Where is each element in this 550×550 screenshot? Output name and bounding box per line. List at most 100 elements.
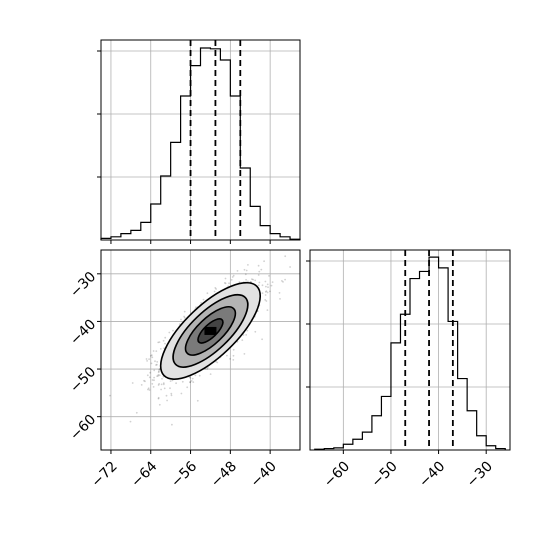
scatter-point [157, 373, 160, 376]
scatter-point [231, 276, 234, 278]
scatter-point [109, 394, 111, 397]
scatter-point [135, 411, 138, 414]
scatter-point [209, 373, 212, 375]
scatter-point [157, 384, 160, 386]
scatter-point [245, 334, 248, 336]
scatter-point [159, 348, 162, 350]
contour-level-1 [172, 293, 249, 368]
scatter-point [238, 281, 241, 283]
joint-x-tick-labels: −72 −64 −56 −48 −40 [89, 458, 280, 490]
joint-x-tick-label-1: −64 [128, 458, 160, 490]
scatter-point [147, 387, 150, 390]
scatter-point [206, 292, 209, 295]
scatter-point [245, 278, 248, 281]
scatter-point [258, 281, 261, 284]
scatter-point [246, 329, 249, 332]
scatter-point [188, 376, 191, 379]
density-peak-cell [204, 326, 217, 335]
scatter-point [162, 382, 165, 384]
x-marginal-ticks [97, 50, 271, 244]
scatter-point [169, 380, 172, 382]
scatter-point [143, 379, 145, 382]
contour-level-0 [159, 281, 262, 380]
scatter-point [148, 376, 151, 379]
scatter-point [279, 298, 281, 300]
scatter-point [156, 361, 159, 363]
scatter-point [244, 273, 247, 276]
scatter-point [191, 377, 194, 380]
scatter-point [284, 278, 286, 281]
scatter-point [183, 316, 186, 319]
x-tick-label-0: −60 [321, 458, 353, 490]
scatter-point [158, 341, 161, 343]
scatter-point [264, 299, 267, 301]
scatter-point [236, 270, 239, 272]
scatter-point [157, 397, 160, 400]
joint-y-tick-labels: −60 −50 −40 −30 [67, 269, 99, 444]
scatter-point [271, 281, 274, 283]
scatter-point [183, 315, 186, 318]
scatter-point [169, 387, 171, 390]
x-marginal-histogram [100, 47, 301, 240]
joint-y-tick-label-1: −50 [67, 364, 99, 396]
scatter-point [243, 268, 246, 271]
scatter-point [241, 339, 244, 341]
scatter-point [289, 266, 291, 268]
scatter-point [214, 287, 217, 289]
scatter-point [181, 380, 184, 383]
scatter-point [149, 355, 152, 357]
scatter-point [265, 300, 268, 302]
y-marginal-grid [310, 250, 510, 450]
x-tick-label-1: −50 [369, 458, 401, 490]
scatter-point [261, 284, 264, 287]
scatter-point [224, 277, 227, 280]
scatter-point [224, 282, 227, 285]
scatter-point [257, 264, 260, 267]
x-tick-label-3: −30 [464, 458, 496, 490]
scatter-point [281, 280, 283, 282]
scatter-point [180, 318, 182, 321]
y-marginal-ticks [306, 260, 487, 454]
scatter-point [247, 264, 249, 266]
scatter-point [284, 255, 287, 258]
y-marginal-frame [309, 249, 511, 451]
x-marginal-histogram-panel [97, 39, 301, 244]
scatter-point [264, 294, 267, 296]
scatter-point [160, 383, 163, 386]
scatter-point [160, 388, 163, 391]
scatter-point [168, 331, 171, 334]
scatter-point [150, 362, 153, 365]
histogram-step-line [314, 256, 506, 450]
contour-level-2 [184, 306, 237, 356]
joint-y-tick-label-0: −60 [67, 412, 99, 444]
joint-x-tick-label-3: −48 [208, 458, 240, 490]
scatter-point [154, 360, 156, 363]
scatter-point [229, 358, 232, 360]
scatter-point [151, 383, 154, 385]
scatter-point [147, 388, 149, 391]
scatter-point [202, 298, 205, 301]
scatter-point [180, 392, 183, 395]
scatter-point [153, 379, 155, 382]
scatter-point [151, 356, 154, 359]
scatter-point [206, 368, 209, 370]
joint-density-fills [160, 282, 261, 380]
scatter-point [242, 334, 245, 336]
scatter-point [245, 269, 248, 272]
scatter-point [158, 374, 161, 377]
scatter-point [257, 274, 260, 276]
joint-ticks [97, 273, 271, 454]
scatter-point [155, 364, 157, 366]
scatter-point [186, 386, 189, 389]
scatter-point [157, 396, 160, 399]
scatter-point [162, 383, 165, 386]
scatter-point [260, 268, 263, 271]
scatter-point [175, 382, 178, 385]
scatter-point [151, 379, 154, 381]
scatter-point [258, 270, 261, 273]
scatter-point [257, 284, 260, 287]
scatter-point [226, 354, 228, 357]
scatter-point [156, 363, 158, 366]
scatter-point [265, 285, 267, 288]
